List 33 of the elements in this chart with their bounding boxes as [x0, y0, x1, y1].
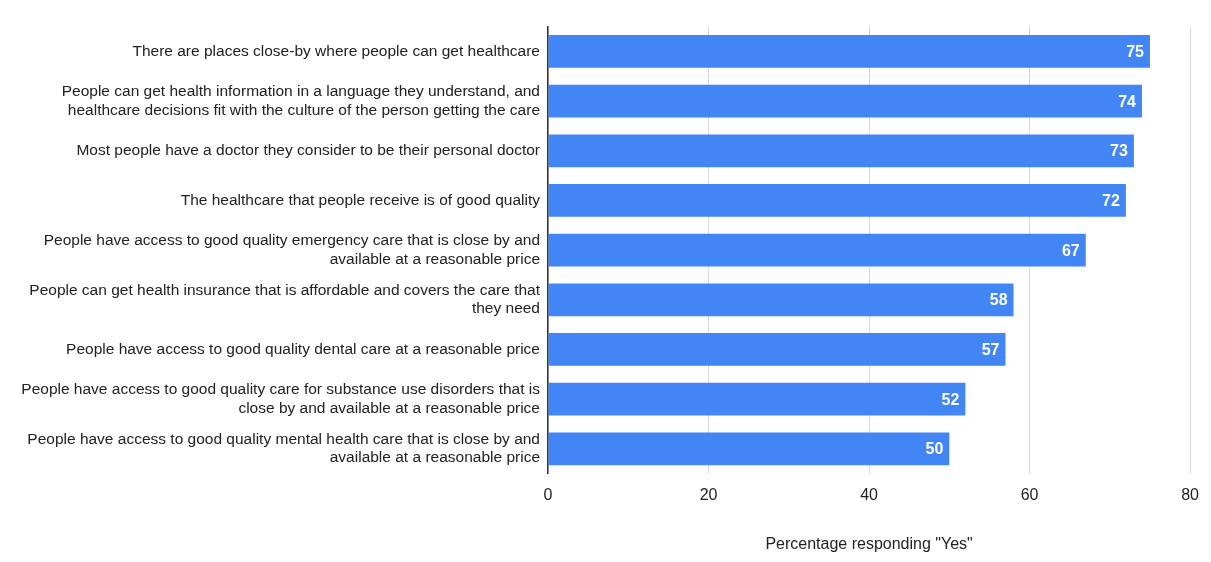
y-tick-label: People have access to good quality dental care at a reasonable price [66, 339, 540, 357]
bar [548, 84, 1142, 118]
y-tick-label: People can get health information in a language they understand, and healthcare decisions fit with the culture of the person getting the care [61, 82, 540, 118]
x-tick-label: 80 [1181, 485, 1200, 503]
bar [548, 35, 1150, 68]
data-label: 58 [989, 291, 1008, 309]
bar [548, 233, 1086, 267]
bar [548, 432, 950, 466]
y-tick-label: People can get health insurance that is affordable and covers the care that they need [29, 280, 541, 317]
y-tick-label: People have access to good quality mental health care that is close by and available at a reasonable price [27, 429, 540, 466]
y-tick-label: Most people have a doctor they consider to be their personal doctor [76, 141, 540, 159]
x-tick-label: 40 [860, 485, 879, 503]
data-label: 50 [925, 440, 944, 458]
data-label: 73 [1110, 142, 1129, 160]
y-tick-label: People have access to good quality care for substance use disorders that is close by and available at a reasonable price [21, 380, 541, 416]
x-tick-label: 20 [699, 485, 718, 503]
x-tick-label: 60 [1020, 485, 1039, 503]
data-label: 52 [941, 390, 960, 408]
data-label: 75 [1126, 42, 1145, 60]
bar [548, 333, 1006, 366]
x-tick-label: 0 [543, 485, 553, 503]
y-tick-label: The healthcare that people receive is of good quality [180, 190, 541, 208]
bar [548, 382, 966, 416]
bar [548, 283, 1014, 317]
bar [548, 184, 1126, 217]
data-label: 74 [1118, 92, 1137, 110]
bar [548, 134, 1134, 168]
data-label: 57 [981, 340, 1000, 358]
y-tick-label: There are places close-by where people can get healthcare [132, 41, 540, 59]
y-tick-label: People have access to good quality emergency care that is close by and available at a reasonable price [43, 231, 540, 267]
data-label: 67 [1061, 241, 1080, 259]
x-axis-title: Percentage responding "Yes" [765, 534, 973, 552]
data-label: 72 [1102, 191, 1120, 209]
